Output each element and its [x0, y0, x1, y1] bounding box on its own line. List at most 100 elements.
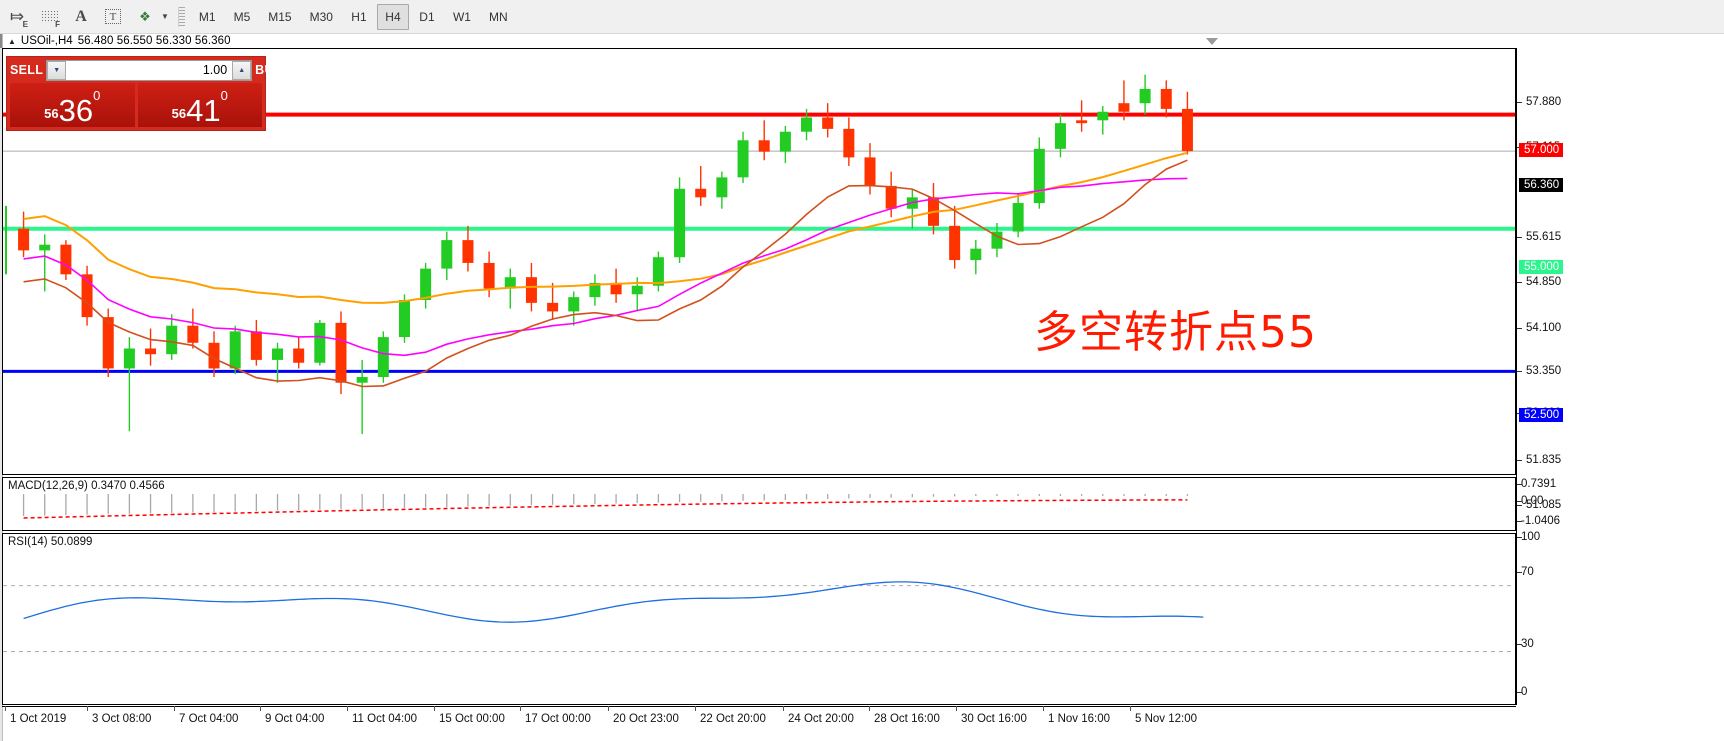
candle-body [885, 185, 897, 209]
time-axis-label: 28 Oct 16:00 [869, 706, 940, 725]
candle-body [568, 297, 580, 312]
candle-body [229, 331, 241, 369]
ma-orange [23, 151, 1188, 304]
candle-body [272, 348, 284, 360]
sell-price-fraction: 0 [93, 88, 101, 103]
candle-body [758, 140, 770, 152]
tab-timeframe-m15[interactable]: M15 [268, 9, 292, 24]
price-level-support[interactable]: 52.500 [1519, 408, 1564, 422]
indicators-icon[interactable]: ⤇ E [9, 6, 28, 29]
time-axis[interactable]: 1 Oct 2019 3 Oct 08:00 7 Oct 04:00 9 Oct 04… [2, 706, 1516, 741]
volume-increment-icon[interactable]: ▲ [232, 60, 252, 80]
candle-body [801, 117, 813, 132]
candle-body [652, 257, 664, 286]
price-level-pivot[interactable]: 55.000 [1519, 260, 1564, 274]
tab-timeframe-w1[interactable]: W1 [452, 9, 471, 24]
candle-body [60, 244, 72, 275]
price-level-current[interactable]: 56.360 [1519, 178, 1564, 192]
candle-body [1076, 120, 1088, 124]
toolbar-separator [177, 6, 185, 27]
tab-timeframe-h4[interactable]: H4 [376, 3, 409, 30]
chart-annotation-text[interactable]: 多空转折点55 [1034, 307, 1317, 358]
price-axis-tick: 51.085 [1517, 499, 1561, 511]
rsi-axis-tick: 100 [1517, 531, 1540, 543]
price-level-resistance[interactable]: 57.000 [1519, 143, 1564, 157]
tab-timeframe-d1[interactable]: D1 [419, 9, 435, 24]
time-axis-label: 9 Oct 04:00 [259, 706, 325, 725]
candle-body [39, 244, 51, 251]
macd-canvas [22, 494, 1189, 519]
tab-timeframe-m1[interactable]: M1 [198, 9, 216, 24]
shapes-icon[interactable]: ❖ [130, 3, 160, 31]
chevron-down-icon[interactable]: ▼ [161, 12, 169, 21]
price-axis-tick: 53.350 [1517, 365, 1561, 377]
candle-body [695, 188, 707, 198]
candle-body [1012, 203, 1024, 232]
price-axis-tick: 55.615 [1517, 231, 1561, 243]
time-axis-label: 30 Oct 16:00 [956, 706, 1027, 725]
candle-body [737, 140, 749, 178]
candle-body [1097, 111, 1109, 121]
candle-body [166, 325, 178, 355]
candle-body [145, 348, 157, 355]
sell-price-pips: 36 [58, 93, 94, 129]
rsi-pane[interactable]: RSI(14) 50.0899 [2, 533, 1516, 705]
tab-timeframe-m5[interactable]: M5 [233, 9, 251, 24]
rsi-canvas [3, 581, 1515, 653]
time-axis-label: 11 Oct 04:00 [347, 706, 417, 725]
tab-timeframe-mn[interactable]: MN [488, 9, 508, 24]
rsi-label: RSI(14) 50.0899 [7, 536, 94, 548]
candle-body [1181, 108, 1193, 152]
text-label-icon[interactable]: T [98, 3, 128, 31]
macd-pane[interactable]: MACD(12,26,9) 0.3470 0.4566 [2, 477, 1516, 531]
buy-price-button[interactable]: 56 41 0 [137, 83, 262, 129]
candle-body [18, 228, 30, 251]
sell-button[interactable]: SELL [10, 63, 44, 77]
tab-timeframe-h1[interactable]: H1 [351, 9, 367, 24]
candle-body [610, 282, 622, 295]
collapse-icon[interactable]: ▲ [8, 36, 16, 46]
candle-body [441, 240, 453, 269]
volume-input[interactable] [66, 60, 233, 80]
time-axis-label: 1 Oct 2019 [4, 706, 67, 725]
buy-price-pips: 41 [186, 93, 221, 129]
trade-panel-prices: 56 36 0 56 41 0 [7, 83, 265, 130]
volume-stepper[interactable]: ▼ ▲ [46, 59, 253, 81]
candle-body [1139, 88, 1151, 104]
price-axis[interactable]: 57.88057.11555.61554.85054.10053.35052.6… [1516, 48, 1724, 705]
ma-darkorange [23, 159, 1188, 388]
ohlc-values: 56.480 56.550 56.330 56.360 [77, 35, 231, 47]
candle-body [356, 377, 368, 383]
sell-price-button[interactable]: 56 36 0 [10, 83, 135, 127]
candle-body [293, 348, 305, 363]
text-tool-icon[interactable]: A [66, 3, 96, 31]
price-axis-tick: 57.880 [1517, 96, 1561, 108]
candle-body [377, 337, 389, 378]
macd-axis-tick: 0.7391 [1517, 478, 1556, 490]
candle-body [991, 231, 1003, 249]
sell-price-big-figure: 56 [44, 106, 59, 121]
main-toolbar: ⤇ E F A T ❖ ▼ M1 M5 M15 M30 H1 H4 D1 W1 … [0, 0, 1724, 34]
buy-button[interactable]: BUY [255, 63, 283, 77]
rsi-axis-tick: 70 [1517, 566, 1534, 578]
time-axis-label: 17 Oct 00:00 [520, 706, 591, 725]
candle-body [822, 117, 834, 129]
price-axis-tick: 54.850 [1517, 276, 1561, 288]
time-axis-label: 1 Nov 16:00 [1042, 706, 1111, 725]
volume-decrement-icon[interactable]: ▼ [47, 60, 67, 80]
shapes-glyph: ❖ [139, 8, 151, 24]
page-title: USOil-,H4 [20, 35, 73, 47]
crosshair-grid-icon-sub: F [55, 19, 60, 29]
time-axis-label: 5 Nov 12:00 [1129, 706, 1198, 725]
candle-body [420, 268, 432, 301]
candle-body [970, 248, 982, 261]
time-axis-label: 20 Oct 23:00 [608, 706, 679, 725]
one-click-trading-panel[interactable]: SELL ▼ ▲ BUY 56 36 0 56 41 0 [6, 56, 282, 131]
tab-timeframe-m30[interactable]: M30 [309, 9, 333, 24]
time-axis-label: 22 Oct 20:00 [695, 706, 766, 725]
macd-signal-line [23, 499, 1188, 519]
candle-body [250, 331, 262, 360]
crosshair-grid-icon[interactable]: F [34, 3, 64, 31]
candle-body [81, 274, 93, 318]
candle-body [716, 177, 728, 198]
